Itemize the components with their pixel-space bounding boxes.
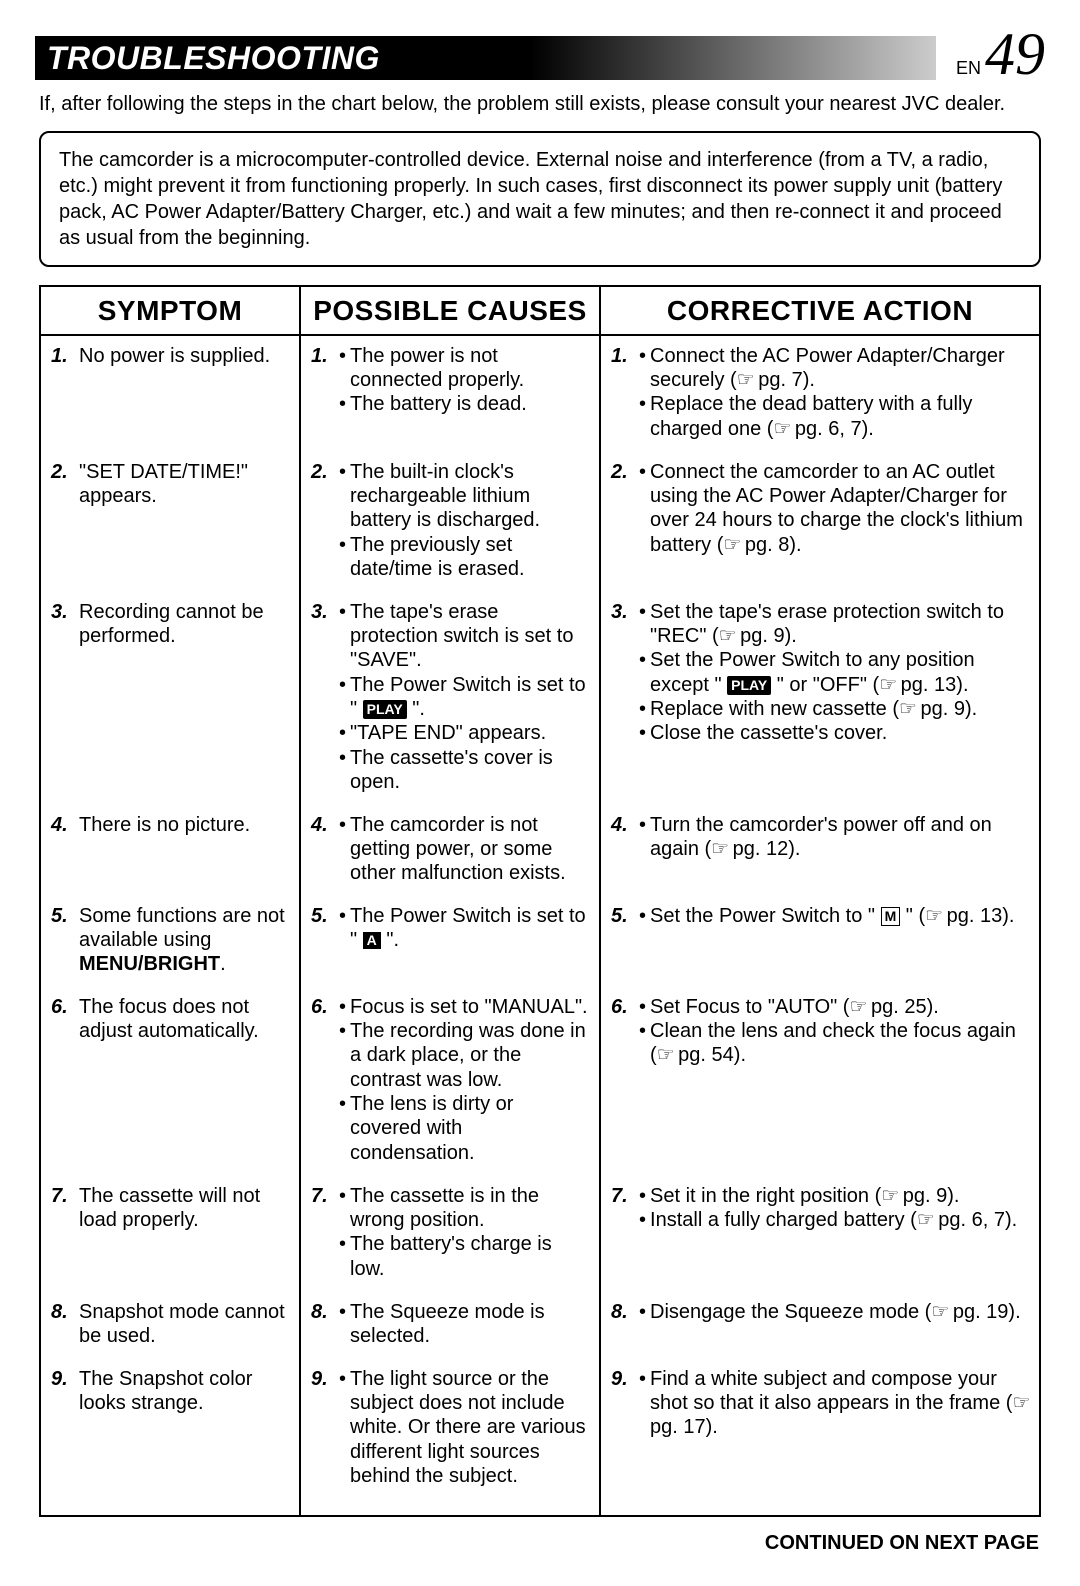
- continued-footer: CONTINUED ON NEXT PAGE: [35, 1531, 1039, 1556]
- reference-icon: ☞: [917, 1209, 933, 1231]
- table-row-symptom: 2."SET DATE/TIME!" appears.: [51, 460, 289, 582]
- table-row-causes: 3.The tape's erase protection switch is …: [311, 600, 589, 795]
- reference-icon: ☞: [773, 418, 789, 440]
- table-row-symptom: 6.The focus does not adjust automaticall…: [51, 995, 289, 1166]
- table-row-causes: 1.The power is not connected properly.Th…: [311, 344, 589, 442]
- table-row-actions: 4.Turn the camcorder's power off and on …: [611, 813, 1029, 886]
- a-mode-icon: A: [363, 932, 381, 949]
- table-row-actions: 8.Disengage the Squeeze mode (☞ pg. 19).: [611, 1300, 1029, 1349]
- table-row-actions: 3.Set the tape's erase protection switch…: [611, 600, 1029, 795]
- section-title: TROUBLESHOOTING: [35, 36, 936, 80]
- reference-icon: ☞: [925, 905, 941, 927]
- page-number-value: 49: [985, 30, 1045, 78]
- table-row-causes: 2.The built-in clock's rechargeable lith…: [311, 460, 589, 582]
- header-causes: POSSIBLE CAUSES: [301, 287, 601, 334]
- table-row-causes: 6.Focus is set to "MANUAL".The recording…: [311, 995, 589, 1166]
- table-row-symptom: 4.There is no picture.: [51, 813, 289, 886]
- table-row-causes: 4.The camcorder is not getting power, or…: [311, 813, 589, 886]
- table-row-causes: 7.The cassette is in the wrong position.…: [311, 1184, 589, 1282]
- table-body: 1.No power is supplied. 2."SET DATE/TIME!…: [41, 336, 1039, 1515]
- table-row-actions: 2.Connect the camcorder to an AC outlet …: [611, 460, 1029, 582]
- page-header: TROUBLESHOOTING EN 49: [35, 30, 1045, 80]
- table-row-symptom: 8.Snapshot mode cannot be used.: [51, 1300, 289, 1349]
- table-row-symptom: 5.Some functions are not available using…: [51, 904, 289, 977]
- reference-icon: ☞: [849, 996, 865, 1018]
- table-row-causes: 5.The Power Switch is set to " A ".: [311, 904, 589, 977]
- reference-icon: ☞: [711, 838, 727, 860]
- table-row-causes: 8.The Squeeze mode is selected.: [311, 1300, 589, 1349]
- header-action: CORRECTIVE ACTION: [601, 287, 1039, 334]
- reference-icon: ☞: [1012, 1392, 1028, 1414]
- column-symptom: 1.No power is supplied. 2."SET DATE/TIME!…: [41, 336, 301, 1515]
- header-symptom: SYMPTOM: [41, 287, 301, 334]
- intro-text: If, after following the steps in the cha…: [39, 92, 1041, 117]
- table-row-actions: 1.Connect the AC Power Adapter/Charger s…: [611, 344, 1029, 442]
- table-row-causes: 9.The light source or the subject does n…: [311, 1367, 589, 1489]
- table-row-symptom: 9.The Snapshot color looks strange.: [51, 1367, 289, 1489]
- column-actions: 1.Connect the AC Power Adapter/Charger s…: [601, 336, 1039, 1515]
- reference-icon: ☞: [657, 1044, 673, 1066]
- table-row-actions: 5.Set the Power Switch to " M " (☞ pg. 1…: [611, 904, 1029, 977]
- table-row-actions: 6.Set Focus to "AUTO" (☞ pg. 25).Clean t…: [611, 995, 1029, 1166]
- table-row-symptom: 3.Recording cannot be performed.: [51, 600, 289, 795]
- table-header-row: SYMPTOM POSSIBLE CAUSES CORRECTIVE ACTIO…: [41, 287, 1039, 336]
- m-mode-icon: M: [881, 907, 901, 926]
- reference-icon: ☞: [737, 369, 753, 391]
- troubleshooting-table: SYMPTOM POSSIBLE CAUSES CORRECTIVE ACTIO…: [39, 285, 1041, 1517]
- reference-icon: ☞: [899, 698, 915, 720]
- column-causes: 1.The power is not connected properly.Th…: [301, 336, 601, 1515]
- reference-icon: ☞: [931, 1301, 947, 1323]
- reference-icon: ☞: [881, 1185, 897, 1207]
- reference-icon: ☞: [723, 534, 739, 556]
- page-number: EN 49: [956, 30, 1045, 80]
- play-icon: PLAY: [727, 676, 771, 695]
- table-row-actions: 7.Set it in the right position (☞ pg. 9)…: [611, 1184, 1029, 1282]
- reference-icon: ☞: [719, 625, 735, 647]
- page-prefix: EN: [956, 57, 981, 80]
- table-row-symptom: 1.No power is supplied.: [51, 344, 289, 442]
- table-row-symptom: 7.The cassette will not load properly.: [51, 1184, 289, 1282]
- note-box: The camcorder is a microcomputer-control…: [39, 131, 1041, 267]
- reference-icon: ☞: [879, 674, 895, 696]
- table-row-actions: 9.Find a white subject and compose your …: [611, 1367, 1029, 1489]
- play-icon: PLAY: [363, 700, 407, 719]
